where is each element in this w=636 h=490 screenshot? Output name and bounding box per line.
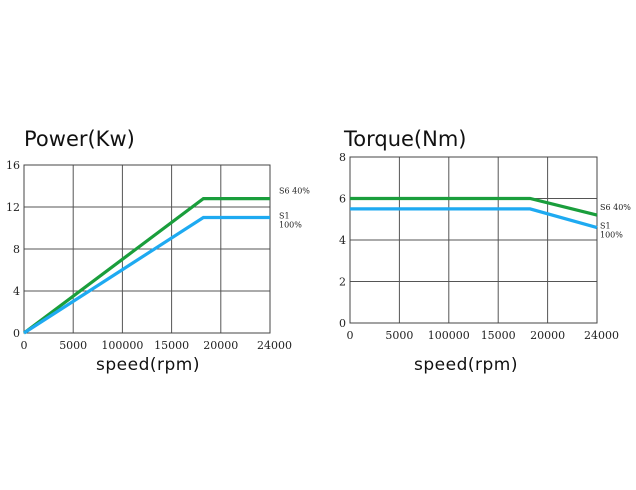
power-legend-s6: S6 40% [279,187,310,196]
power-series-line-s6 [23,197,270,335]
torque-y-tick-label: 2 [339,276,346,289]
torque-x-tick-label: 0 [347,329,354,342]
power-chart: Power(Kw) 0 5000 100000 15000 20000 24000 0 4 8 12… [6,127,310,375]
torque-y-tick-label: 0 [339,317,346,330]
torque-chart: Torque(Nm) 0 5000 100000 15000 20000 24000 0 2 4 6… [339,127,631,375]
power-y-tick-label: 16 [6,159,20,172]
power-x-tick-label: 24000 [257,339,292,352]
power-y-tick-label: 12 [6,201,20,214]
power-x-tick-label: 100000 [101,339,143,352]
power-y-tick-label: 0 [13,327,20,340]
power-plot-frame [23,164,271,334]
power-chart-title: Power(Kw) [24,127,135,151]
torque-legend-s1: S1 100% [600,222,623,240]
power-x-tick-label: 0 [21,339,28,352]
torque-plot-frame [349,156,598,324]
power-series-line-s1 [23,215,270,335]
torque-x-tick-label: 100000 [428,329,470,342]
torque-y-tick-label: 4 [339,234,346,247]
torque-y-tick-label: 6 [339,193,346,206]
torque-legend-s6: S6 40% [600,203,631,212]
power-y-tick-label: 8 [13,243,20,256]
torque-chart-title: Torque(Nm) [343,127,466,151]
power-x-axis-label: speed(rpm) [96,355,200,375]
power-x-tick-label: 15000 [154,339,189,352]
torque-y-tick-label: 8 [339,151,346,164]
torque-x-tick-label: 5000 [385,329,413,342]
power-x-tick-label: 5000 [59,339,87,352]
torque-x-tick-label: 24000 [584,329,619,342]
torque-x-axis-label: speed(rpm) [414,355,518,375]
power-legend-s1: S1 100% [279,212,302,230]
torque-series-line-s6 [350,196,598,217]
torque-x-tick-label: 15000 [481,329,516,342]
power-x-tick-label: 20000 [203,339,238,352]
torque-series-line-s1 [350,207,598,230]
power-y-tick-label: 4 [13,285,20,298]
torque-x-tick-label: 20000 [530,329,565,342]
